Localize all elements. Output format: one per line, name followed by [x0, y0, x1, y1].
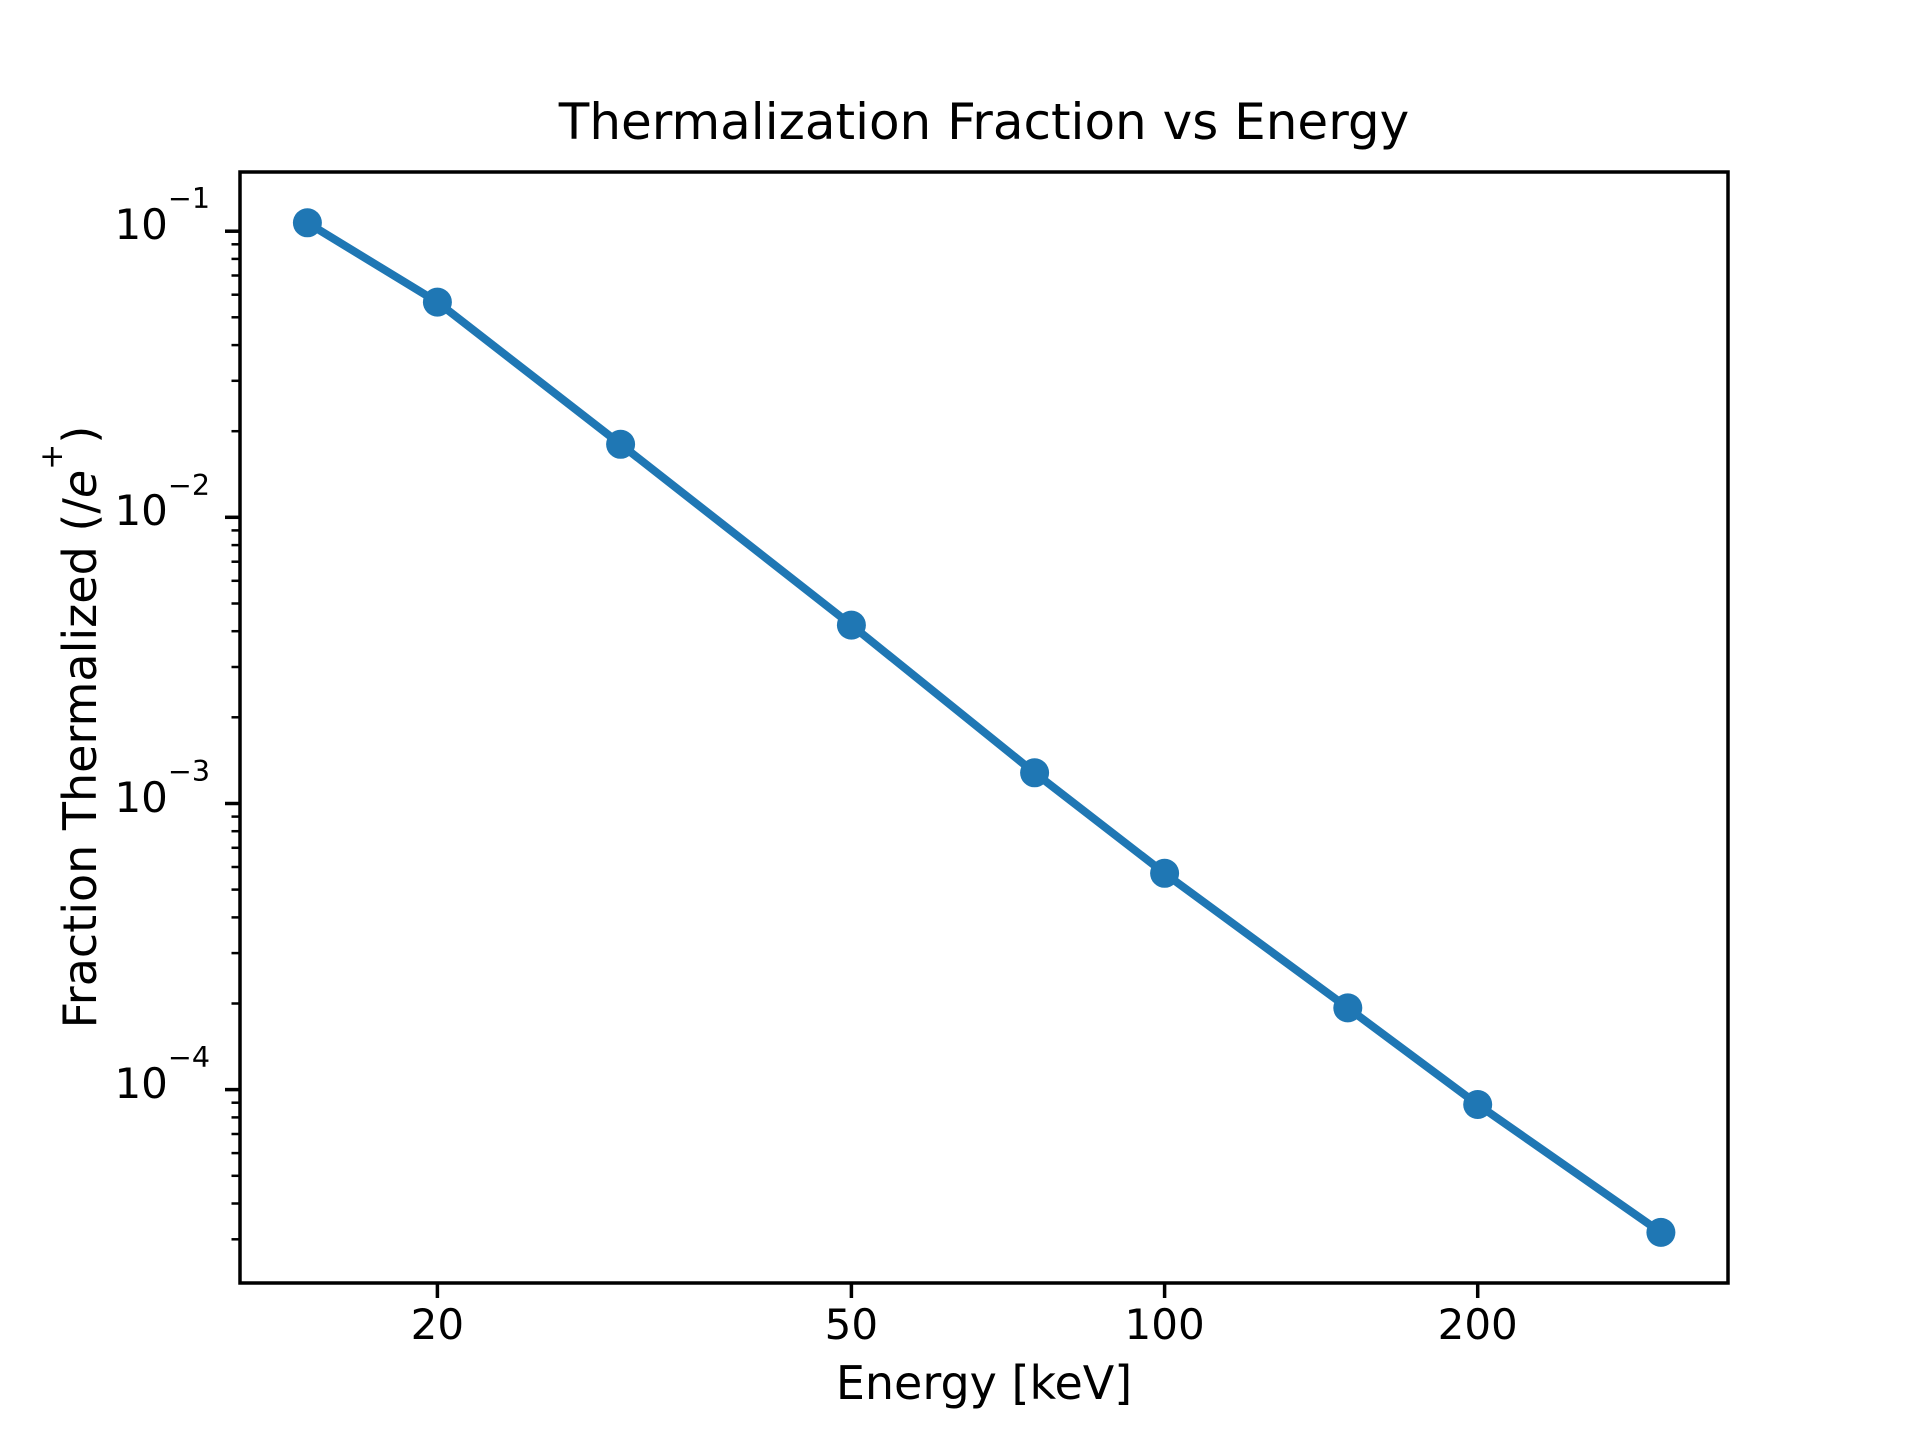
y-tick-exponent: −4: [167, 1039, 210, 1074]
y-tick-label: 10−2: [114, 470, 210, 532]
y-axis-label-superscript: +: [34, 443, 71, 470]
chart-title: Thermalization Fraction vs Energy: [558, 93, 1410, 151]
data-line: [303, 218, 1665, 1237]
data-point: [1333, 993, 1363, 1023]
y-axis-label-text: Fraction Thermalized (/: [53, 498, 107, 1029]
y-axis-label: Fraction Thermalized (/e+): [34, 327, 108, 1127]
y-tick-label: 10−3: [114, 757, 210, 819]
y-tick-exponent: −2: [167, 467, 210, 502]
y-tick-exponent: −1: [167, 181, 210, 216]
y-tick-label: 10−1: [114, 184, 210, 246]
y-tick-base: 10: [114, 200, 168, 250]
data-point: [1463, 1090, 1493, 1119]
data-point: [1646, 1217, 1676, 1247]
x-tick-label: 50: [824, 1300, 879, 1349]
y-tick-base: 10: [114, 1058, 168, 1108]
y-axis-label-close: ): [53, 425, 107, 444]
axes-box: [238, 170, 1730, 1285]
x-tick-label: 20: [410, 1300, 465, 1349]
y-tick-base: 10: [114, 772, 168, 822]
x-tick-label: 100: [1124, 1300, 1205, 1349]
x-axis-label: Energy [keV]: [835, 1356, 1133, 1410]
data-point: [292, 208, 322, 238]
data-point: [1150, 858, 1180, 888]
x-tick-label: 200: [1437, 1300, 1518, 1349]
data-point: [836, 610, 866, 640]
data-point: [606, 429, 636, 459]
data-point: [422, 287, 452, 317]
y-tick-base: 10: [114, 486, 168, 536]
data-point: [1020, 758, 1050, 788]
y-axis-label-e: e: [53, 469, 107, 499]
y-tick-exponent: −3: [167, 753, 210, 788]
y-tick-label: 10−4: [114, 1043, 210, 1105]
